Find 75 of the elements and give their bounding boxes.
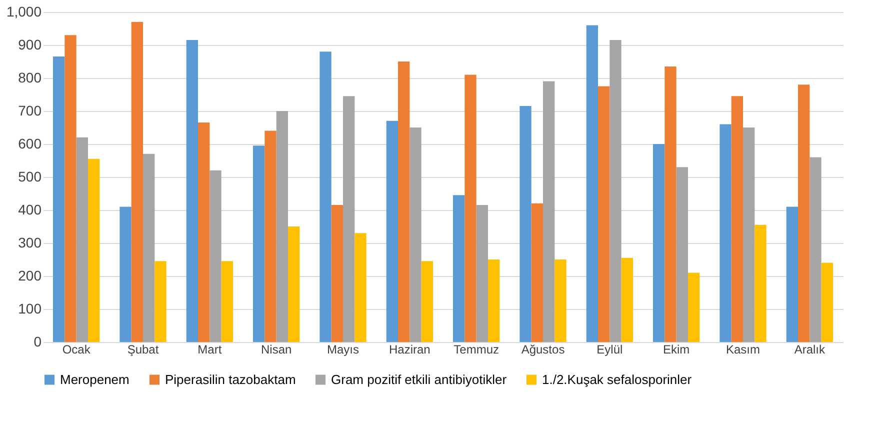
bar: [821, 262, 833, 342]
y-tick-label: 400: [18, 202, 42, 218]
x-tick-label: Aralık: [794, 342, 826, 356]
bar: [453, 195, 465, 342]
bar: [731, 96, 743, 342]
y-tick-label: 1,000: [6, 4, 42, 20]
bar: [398, 62, 410, 342]
bar: [754, 224, 766, 342]
bar: [464, 74, 476, 342]
y-tick-label: 300: [18, 234, 42, 250]
y-tick-label: 200: [18, 268, 42, 284]
bar: [543, 81, 555, 342]
bar: [610, 40, 622, 342]
bar: [743, 128, 755, 342]
x-tick-label: Mayıs: [326, 342, 360, 356]
y-tick-label: 100: [18, 300, 42, 316]
bar: [343, 96, 355, 342]
bar: [131, 22, 143, 342]
bar: [810, 157, 822, 342]
bar: [53, 56, 65, 342]
bar: [276, 111, 288, 342]
x-tick-label: Ocak: [62, 342, 92, 356]
bar: [210, 170, 222, 342]
x-tick-label: Mart: [198, 342, 222, 356]
x-tick-label: Eylül: [596, 342, 623, 356]
bar: [154, 261, 166, 342]
bar: [198, 122, 210, 342]
bar: [76, 137, 88, 342]
bar: [653, 144, 665, 342]
y-tick-label: 800: [18, 70, 42, 86]
bar: [221, 261, 233, 342]
bar: [386, 120, 398, 342]
bar: [354, 233, 366, 342]
bar: [320, 52, 332, 342]
y-tick-label: 700: [18, 102, 42, 118]
bar: [676, 167, 688, 342]
bar: [476, 205, 488, 342]
bar: [410, 128, 422, 342]
legend-label: Piperasilin tazobaktam: [165, 372, 296, 387]
x-tick-label: Temmuz: [454, 342, 500, 356]
bar: [786, 206, 798, 342]
y-tick-label: 600: [18, 136, 42, 152]
legend-label: Gram pozitif etkili antibiyotikler: [331, 372, 508, 387]
bar: [520, 106, 532, 342]
bar: [331, 205, 343, 342]
bar: [264, 130, 276, 342]
bar: [531, 203, 543, 342]
bar: [664, 66, 676, 342]
y-tick-label: 900: [18, 36, 42, 52]
bar: [88, 158, 100, 342]
bar: [253, 146, 265, 342]
bar: [488, 260, 500, 342]
bar: [143, 154, 155, 342]
y-tick-label: 0: [34, 334, 42, 350]
bar: [598, 86, 610, 342]
bar: [720, 124, 732, 342]
x-tick-label: Şubat: [127, 342, 160, 356]
bar: [421, 261, 433, 342]
y-tick-label: 500: [18, 168, 42, 184]
bar: [288, 226, 300, 342]
legend-label: 1./2.Kuşak sefalosporinler: [542, 372, 692, 387]
bar: [586, 25, 598, 342]
bar: [120, 206, 132, 342]
x-tick-label: Ağustos: [521, 342, 565, 356]
bar: [64, 35, 76, 342]
bar: [688, 272, 700, 342]
bar: [186, 40, 198, 342]
bar: [554, 260, 566, 342]
x-tick-label: Haziran: [388, 342, 430, 356]
x-tick-label: Nisan: [260, 342, 292, 356]
bar: [798, 84, 810, 342]
legend-label: Meropenem: [60, 372, 130, 387]
x-tick-label: Ekim: [662, 342, 690, 356]
bar: [621, 258, 633, 342]
x-tick-label: Kasım: [726, 342, 760, 356]
